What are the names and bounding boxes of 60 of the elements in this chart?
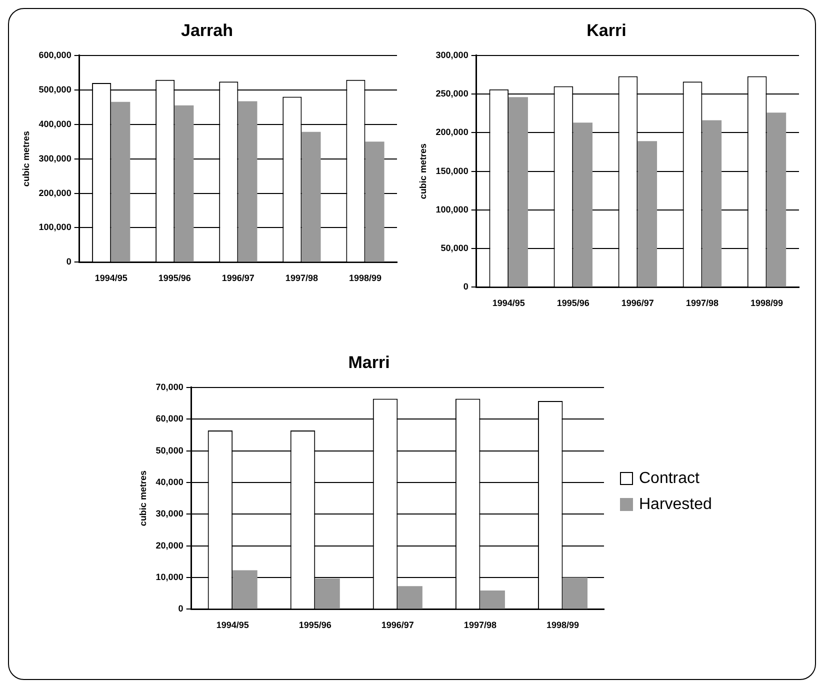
x-tick-label: 1995/96 (298, 620, 332, 630)
legend-label: Harvested (639, 496, 712, 514)
y-tick-label: 0 (66, 256, 72, 267)
bar (766, 112, 786, 287)
x-tick-label: 1998/99 (750, 298, 784, 308)
y-axis-title: cubic metres (418, 144, 428, 200)
bar (315, 578, 340, 609)
y-tick-label: 100,000 (38, 222, 72, 232)
y-tick-label: 100,000 (436, 204, 468, 214)
x-tick-label: 1997/98 (686, 298, 718, 308)
x-tick-label: 1996/97 (222, 273, 254, 284)
y-tick-label: 300,000 (38, 153, 72, 164)
bar (573, 122, 592, 287)
x-tick-label: 1996/97 (381, 620, 414, 630)
x-tick-label: 1997/98 (464, 620, 496, 630)
chart-title: Marri (348, 352, 390, 372)
chart-title: Karri (586, 20, 626, 40)
y-tick-label: 0 (178, 604, 184, 614)
text: Contract (639, 470, 700, 488)
y-axis-title: cubic metres (20, 131, 31, 187)
x-tick-label: 1996/97 (621, 298, 654, 308)
y-tick-label: 600,000 (38, 50, 72, 60)
x-tick-label: 1995/96 (556, 298, 590, 308)
y-tick-label: 0 (463, 282, 468, 292)
y-tick-label: 250,000 (436, 88, 468, 99)
y-tick-label: 50,000 (156, 445, 184, 456)
y-tick-label: 20,000 (156, 540, 184, 550)
x-tick-label: 1998/99 (546, 620, 580, 630)
bar (398, 586, 422, 609)
y-tick-label: 400,000 (38, 118, 72, 129)
y-tick-label: 200,000 (436, 127, 468, 138)
y-tick-label: 70,000 (156, 382, 184, 392)
chart-title: Jarrah (181, 20, 233, 40)
y-tick-label: 30,000 (156, 508, 184, 519)
bar (508, 97, 528, 287)
x-tick-label: 1997/98 (285, 273, 318, 284)
bar (111, 102, 130, 262)
bar (562, 578, 588, 609)
y-tick-label: 60,000 (156, 414, 184, 424)
y-tick-label: 150,000 (436, 166, 468, 176)
bar (238, 101, 258, 262)
x-tick-label: 1998/99 (348, 273, 382, 284)
y-tick-label: 40,000 (156, 476, 184, 487)
y-tick-label: 500,000 (38, 84, 72, 94)
x-tick-label: 1995/96 (158, 273, 191, 284)
bar (302, 132, 321, 262)
bar (365, 142, 384, 262)
y-tick-label: 300,000 (436, 50, 468, 60)
y-tick-label: 200,000 (38, 188, 72, 198)
x-tick-label: 1994/95 (492, 298, 525, 308)
bar (702, 120, 722, 287)
x-tick-label: 1994/95 (216, 620, 249, 630)
y-axis-title: cubic metres (138, 470, 148, 526)
bar (232, 570, 258, 609)
y-tick-label: 10,000 (156, 572, 184, 582)
bar (480, 590, 505, 609)
y-tick-label: 50,000 (440, 243, 468, 254)
bar (638, 141, 658, 287)
bar (174, 105, 194, 262)
x-tick-label: 1994/95 (94, 273, 128, 284)
